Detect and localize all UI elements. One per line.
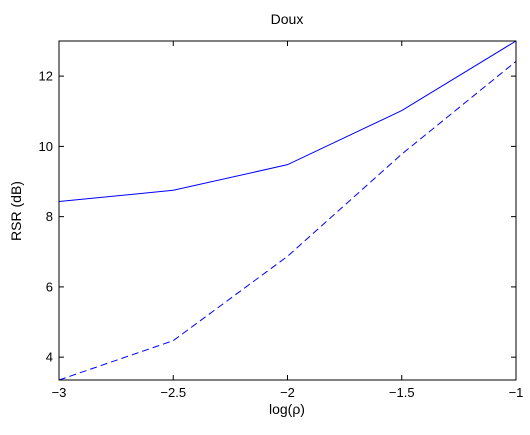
x-tick-label: −1.5 <box>389 385 415 400</box>
plot-marks <box>58 40 517 381</box>
x-tick-label: −1 <box>509 385 524 400</box>
plot-frame <box>58 40 517 381</box>
series-line-solid <box>58 40 517 203</box>
y-axis-label: RSR (dB) <box>8 181 24 241</box>
x-axis-label: log(ρ) <box>269 401 305 417</box>
y-axis-ticks: 4 6 8 10 12 <box>39 69 516 365</box>
x-tick-label: −2 <box>280 385 295 400</box>
x-axis-ticks: −3 −2.5 −2 −1.5 −1 <box>52 41 524 400</box>
x-tick-label: −2.5 <box>160 385 186 400</box>
y-tick-label: 8 <box>46 209 53 224</box>
series-line-dashed <box>58 60 517 381</box>
x-tick-label: −3 <box>52 385 67 400</box>
chart-title: Doux <box>271 11 304 27</box>
y-tick-label: 4 <box>46 350 53 365</box>
y-tick-label: 12 <box>39 69 53 84</box>
y-tick-label: 10 <box>39 139 53 154</box>
y-tick-label: 6 <box>46 279 53 294</box>
